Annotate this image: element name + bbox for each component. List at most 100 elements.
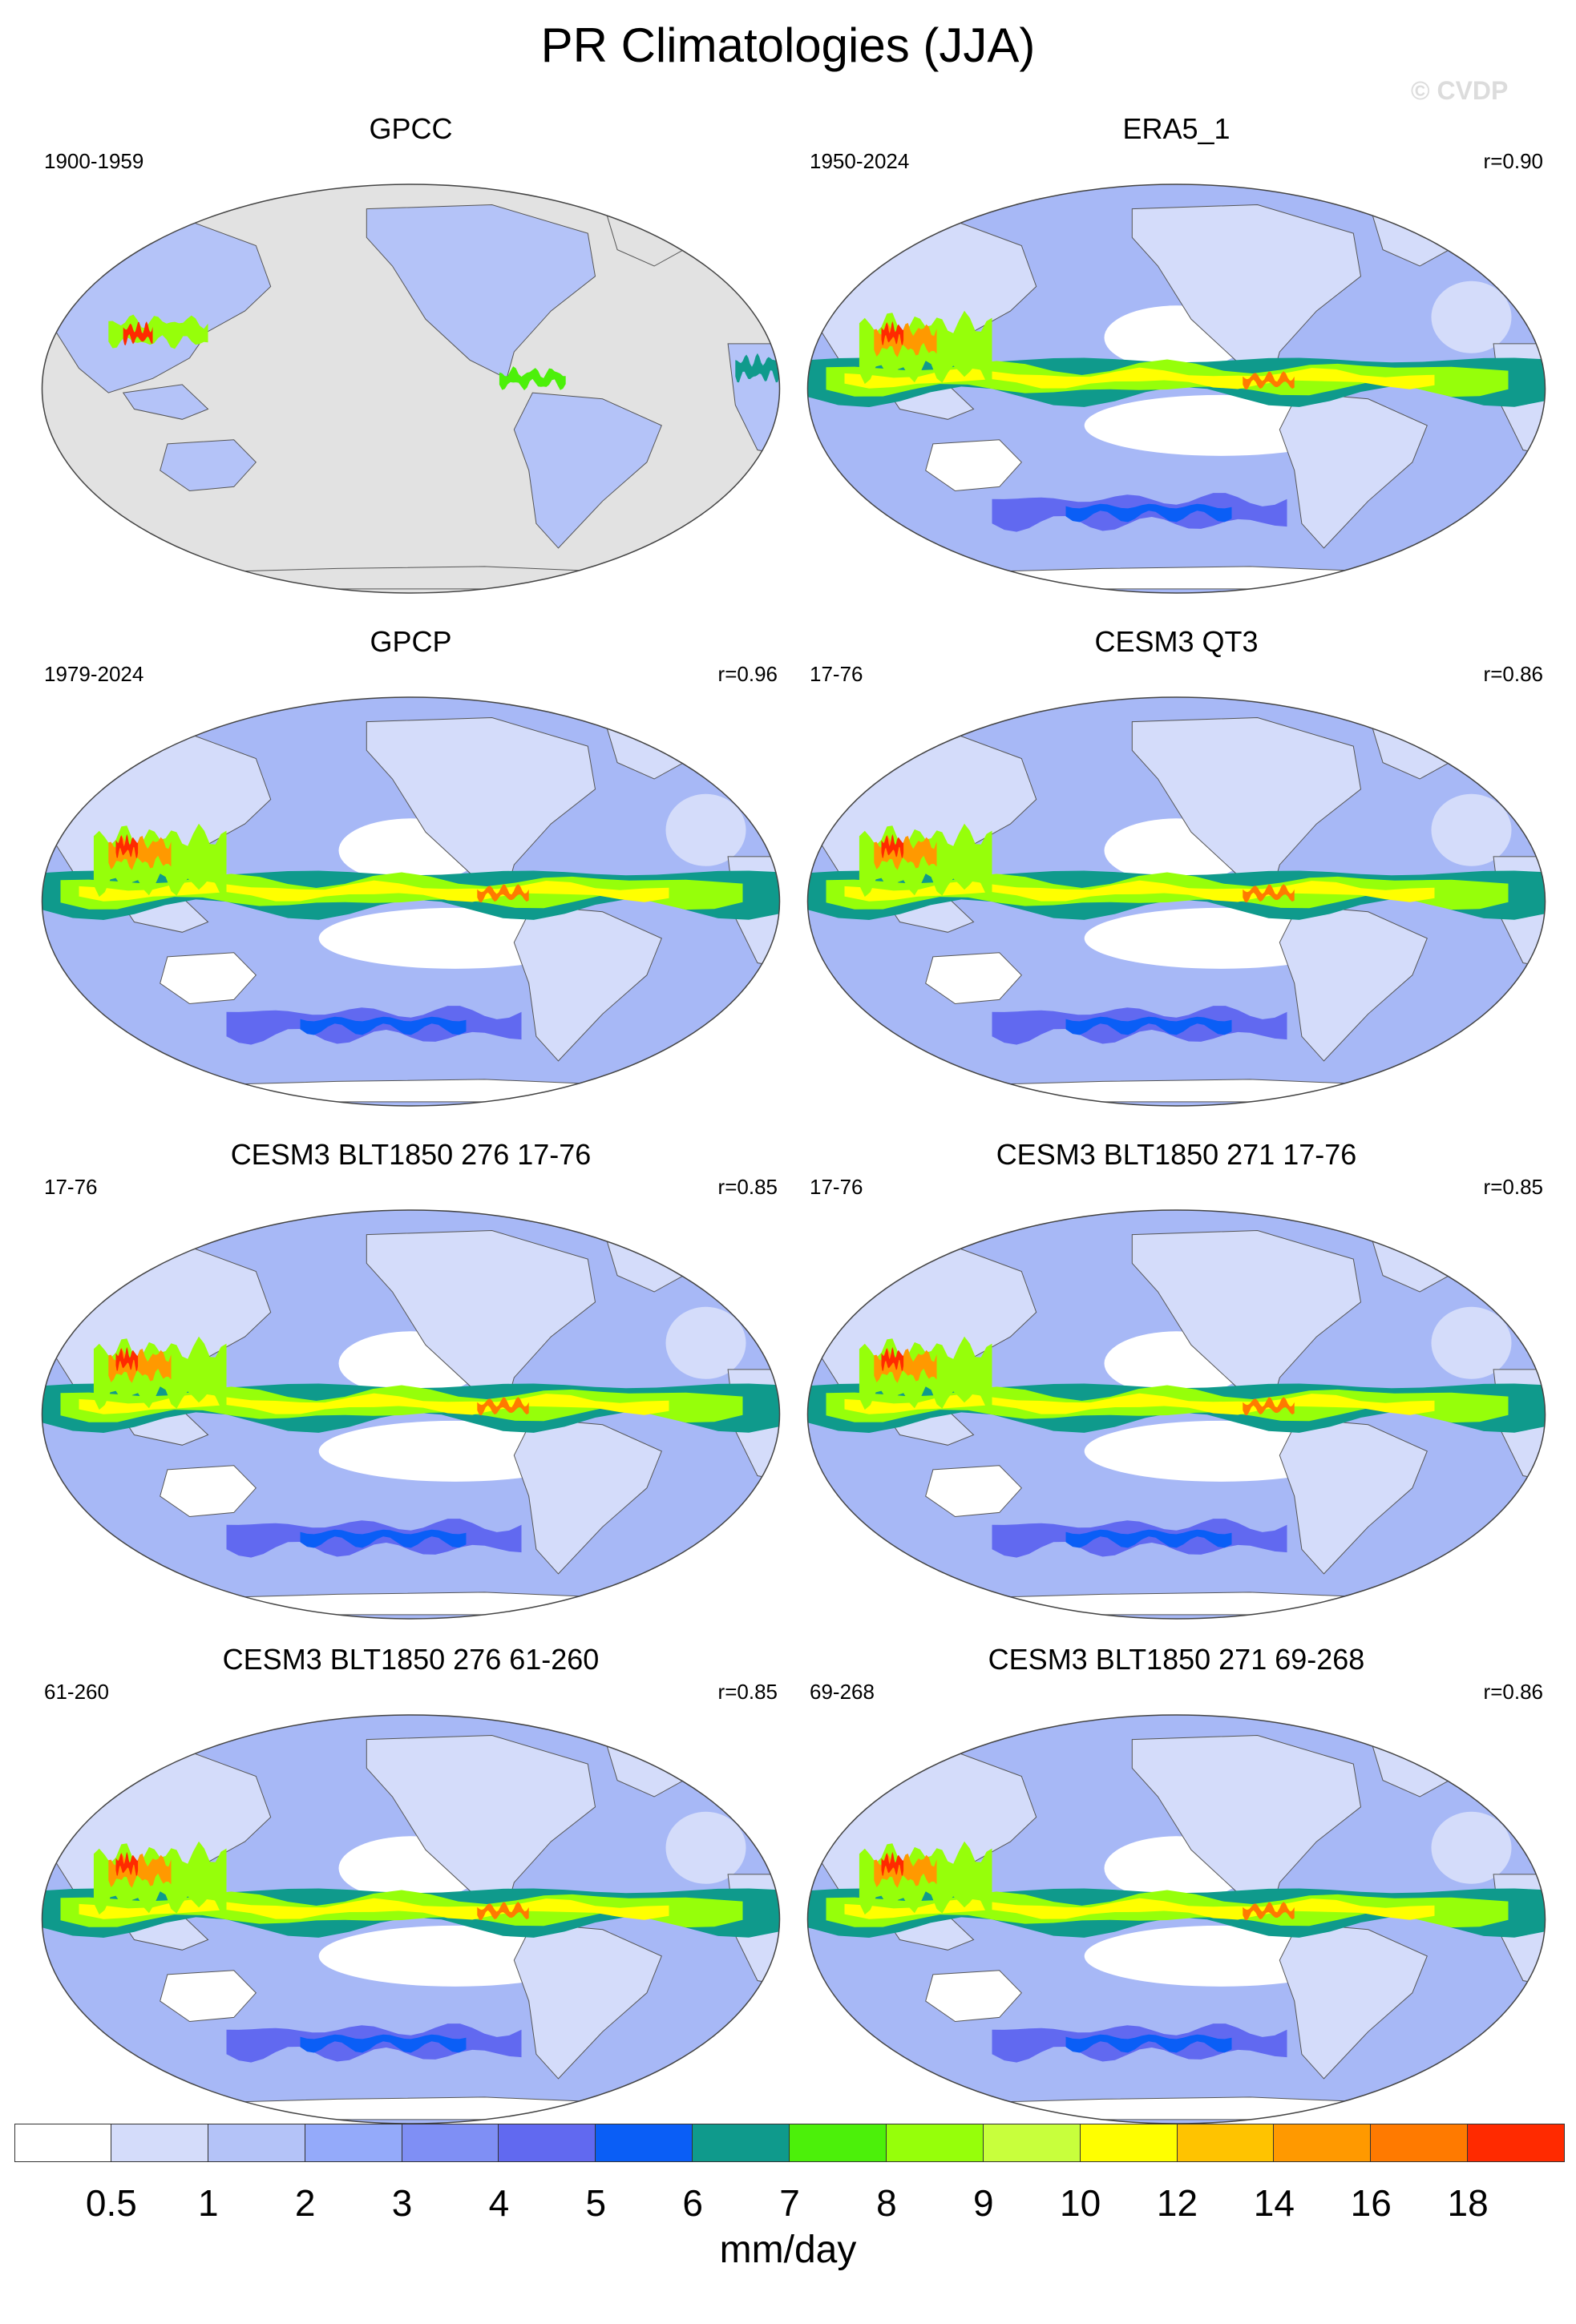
- southern-storm-track-core: [1065, 503, 1232, 522]
- map-panel: CESM3 BLT1850 276 17-76 17-76 r=0.85: [36, 1138, 786, 1620]
- southern-storm-track-core: [300, 1016, 467, 1035]
- southern-storm-track-core: [300, 2034, 467, 2053]
- panel-title: CESM3 QT3: [1094, 625, 1259, 658]
- panel-correlation: r=0.85: [717, 1175, 778, 1199]
- map-border: [806, 696, 1546, 1107]
- warm-pool-core: [108, 1347, 172, 1383]
- namerica-precip: [366, 204, 596, 380]
- north-atlantic-dry-zone: [1431, 280, 1512, 353]
- panel-period: 61-260: [44, 1680, 109, 1704]
- world-map: [41, 1209, 781, 1620]
- monsoon-maximum: [115, 1851, 139, 1876]
- north-atlantic-dry-zone: [1431, 1306, 1512, 1379]
- australia-landmass: [925, 952, 1022, 1005]
- samerica-precip: [513, 392, 662, 549]
- panel-period: 1900-1959: [44, 149, 144, 173]
- world-map: [41, 696, 781, 1107]
- map-border: [41, 696, 781, 1107]
- map-panel: CESM3 BLT1850 271 69-268 69-268 r=0.86: [802, 1643, 1551, 2124]
- colorbar-swatch: [1371, 2124, 1469, 2162]
- colorbar-swatch: [14, 2124, 111, 2162]
- panel-correlation: r=0.86: [1483, 662, 1543, 686]
- colorbar-swatch: [208, 2124, 305, 2162]
- samerica-landmass: [1279, 905, 1428, 1062]
- colorbar-swatch: [693, 2124, 790, 2162]
- colorbar-swatch: [596, 2124, 693, 2162]
- colorbar-units: mm/day: [719, 2229, 857, 2271]
- panel-period: 17-76: [810, 1175, 863, 1199]
- map-border: [41, 184, 781, 594]
- colorbar-swatch: [1177, 2124, 1275, 2162]
- monsoon-maximum: [115, 833, 139, 858]
- north-atlantic-dry-zone: [665, 1306, 746, 1379]
- world-map: [806, 184, 1546, 594]
- panel-period: 1950-2024: [810, 149, 910, 173]
- panel-title: GPCC: [369, 112, 453, 145]
- world-map: [806, 1714, 1546, 2124]
- australia-landmass: [160, 1970, 257, 2023]
- panel-title: ERA5_1: [1122, 112, 1230, 145]
- panel-period: 1979-2024: [44, 662, 144, 686]
- map-panel: CESM3 QT3 17-76 r=0.86: [802, 625, 1551, 1107]
- east-pacific-maximum: [477, 1902, 529, 1921]
- colorbar-tick-label: 2: [294, 2182, 316, 2224]
- monsoon-maximum: [881, 1851, 904, 1876]
- colorbar-tick-label: 6: [682, 2182, 703, 2224]
- panel-title: GPCP: [370, 625, 452, 658]
- colorbar-tick-label: 16: [1350, 2182, 1392, 2224]
- north-atlantic-dry-zone: [665, 1811, 746, 1884]
- colorbar-swatch: [886, 2124, 984, 2162]
- australia-landmass: [925, 1970, 1022, 2023]
- samerica-landmass: [1279, 392, 1428, 549]
- east-pacific-maximum: [1243, 371, 1295, 390]
- monsoon-maximum: [881, 1346, 904, 1371]
- map-panel: CESM3 BLT1850 271 17-76 17-76 r=0.85: [802, 1138, 1551, 1620]
- panel-period: 69-268: [810, 1680, 875, 1704]
- southern-storm-track-core: [1065, 2034, 1232, 2053]
- colorbar-tick-label: 8: [876, 2182, 897, 2224]
- colorbar-swatch: [305, 2124, 402, 2162]
- map-panel: GPCC 1900-1959: [36, 112, 786, 594]
- colorbar-tick-label: 0.5: [85, 2182, 137, 2224]
- colorbar-swatch: [499, 2124, 596, 2162]
- colorbar: [14, 2124, 1565, 2164]
- east-pacific-maximum: [477, 884, 529, 903]
- central-america-band: [499, 366, 566, 390]
- panel-correlation: r=0.85: [1483, 1175, 1543, 1199]
- colorbar-swatch: [983, 2124, 1081, 2162]
- colorbar-tick-label: 1: [197, 2182, 219, 2224]
- seasia-precip: [122, 384, 209, 420]
- australia-landmass: [925, 1465, 1022, 1518]
- map-panel: GPCP 1979-2024 r=0.96: [36, 625, 786, 1107]
- southern-storm-track-core: [1065, 1529, 1232, 1548]
- colorbar-swatch: [790, 2124, 887, 2162]
- colorbar-tick-label: 5: [585, 2182, 607, 2224]
- north-atlantic-dry-zone: [665, 793, 746, 866]
- north-atlantic-dry-zone: [1431, 793, 1512, 866]
- world-map: [806, 1209, 1546, 1620]
- world-map: [41, 1714, 781, 2124]
- east-pacific-maximum: [1243, 1397, 1295, 1416]
- panel-period: 17-76: [810, 662, 863, 686]
- southern-storm-track-core: [1065, 1016, 1232, 1035]
- colorbar-tick-label: 3: [391, 2182, 413, 2224]
- africa-band: [735, 353, 780, 383]
- colorbar-tick-label: 4: [488, 2182, 510, 2224]
- warm-pool-core: [874, 321, 937, 357]
- warm-pool-core: [874, 834, 937, 870]
- east-pacific-maximum: [1243, 884, 1295, 903]
- australia-precip: [160, 439, 257, 492]
- monsoon-maximum: [115, 1346, 139, 1371]
- panel-title: CESM3 BLT1850 271 17-76: [996, 1138, 1357, 1171]
- panel-title: CESM3 BLT1850 271 69-268: [988, 1643, 1365, 1676]
- colorbar-tick-label: 12: [1156, 2182, 1198, 2224]
- panel-period: 17-76: [44, 1175, 98, 1199]
- australia-landmass: [925, 439, 1022, 492]
- monsoon-maximum: [881, 321, 904, 345]
- panel-title: CESM3 BLT1850 276 17-76: [230, 1138, 592, 1171]
- colorbar-swatch: [1274, 2124, 1372, 2162]
- warm-pool-core: [108, 834, 172, 870]
- world-map: [41, 184, 781, 594]
- colorbar-swatch: [1468, 2124, 1565, 2162]
- east-pacific-maximum: [477, 1397, 529, 1416]
